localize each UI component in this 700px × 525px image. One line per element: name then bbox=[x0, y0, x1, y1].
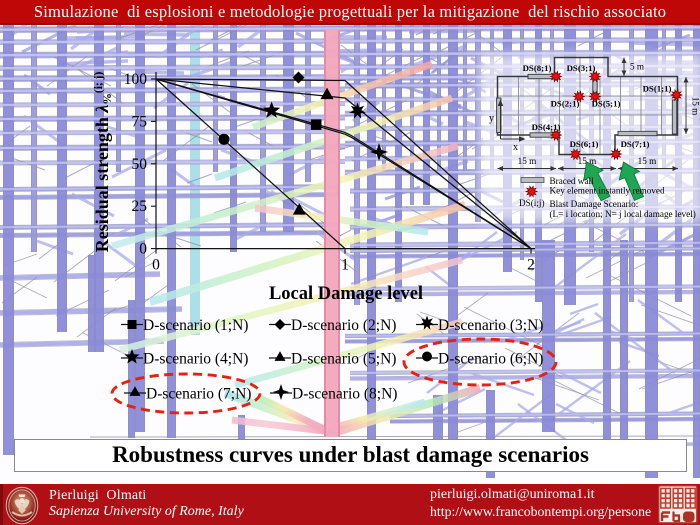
svg-text:DS(4;1): DS(4;1) bbox=[532, 122, 561, 132]
svg-text:y: y bbox=[489, 113, 494, 124]
svg-text:Key element instantly removed: Key element instantly removed bbox=[550, 185, 665, 195]
svg-text:0: 0 bbox=[152, 257, 160, 274]
svg-text:25: 25 bbox=[132, 198, 148, 215]
svg-text:15 m: 15 m bbox=[518, 156, 537, 166]
svg-text:Local Damage level: Local Damage level bbox=[269, 284, 423, 304]
svg-text:2: 2 bbox=[527, 257, 535, 274]
svg-text:DS(8;1): DS(8;1) bbox=[523, 63, 552, 73]
svg-text:(L= i location; N= j local dam: (L= i location; N= j local damage level) bbox=[550, 209, 696, 219]
svg-text:D-scenario (5;N): D-scenario (5;N) bbox=[291, 351, 396, 368]
svg-text:DS(1;1): DS(1;1) bbox=[643, 84, 672, 94]
svg-text:DS(7;1): DS(7;1) bbox=[621, 139, 650, 149]
svg-text:DS(6;1): DS(6;1) bbox=[570, 139, 599, 149]
svg-text:D-scenario (3;N): D-scenario (3;N) bbox=[438, 317, 543, 334]
svg-text:1: 1 bbox=[341, 257, 349, 274]
svg-text:DS(5;1): DS(5;1) bbox=[592, 99, 621, 109]
svg-text:D-scenario (1;N): D-scenario (1;N) bbox=[143, 317, 248, 334]
svg-text:DS(3;1): DS(3;1) bbox=[567, 63, 596, 73]
svg-text:50: 50 bbox=[132, 156, 148, 173]
svg-text:75: 75 bbox=[132, 113, 148, 130]
svg-text:DS(i;j): DS(i;j) bbox=[519, 198, 545, 208]
svg-text:D-scenario (2;N): D-scenario (2;N) bbox=[291, 317, 396, 334]
svg-text:15 m: 15 m bbox=[691, 97, 700, 116]
svg-text:D-scenario (8;N): D-scenario (8;N) bbox=[292, 386, 397, 403]
svg-text:x: x bbox=[513, 142, 518, 153]
svg-text:0: 0 bbox=[139, 241, 147, 258]
svg-text:D-scenario (6;N): D-scenario (6;N) bbox=[438, 351, 543, 368]
svg-text:Residual strength λ%(i; j): Residual strength λ%(i; j) bbox=[92, 72, 114, 253]
svg-text:5 m: 5 m bbox=[630, 62, 644, 72]
svg-text:Blast Damage Scenario:: Blast Damage Scenario: bbox=[550, 199, 639, 209]
svg-text:Braced wall: Braced wall bbox=[550, 176, 595, 186]
svg-text:DS(2;1): DS(2;1) bbox=[551, 99, 580, 109]
svg-text:15 m: 15 m bbox=[638, 156, 657, 166]
svg-text:100: 100 bbox=[124, 71, 148, 88]
svg-text:15 m: 15 m bbox=[578, 156, 597, 166]
svg-text:D-scenario (4;N): D-scenario (4;N) bbox=[143, 351, 248, 368]
svg-text:D-scenario (7;N): D-scenario (7;N) bbox=[146, 386, 251, 403]
